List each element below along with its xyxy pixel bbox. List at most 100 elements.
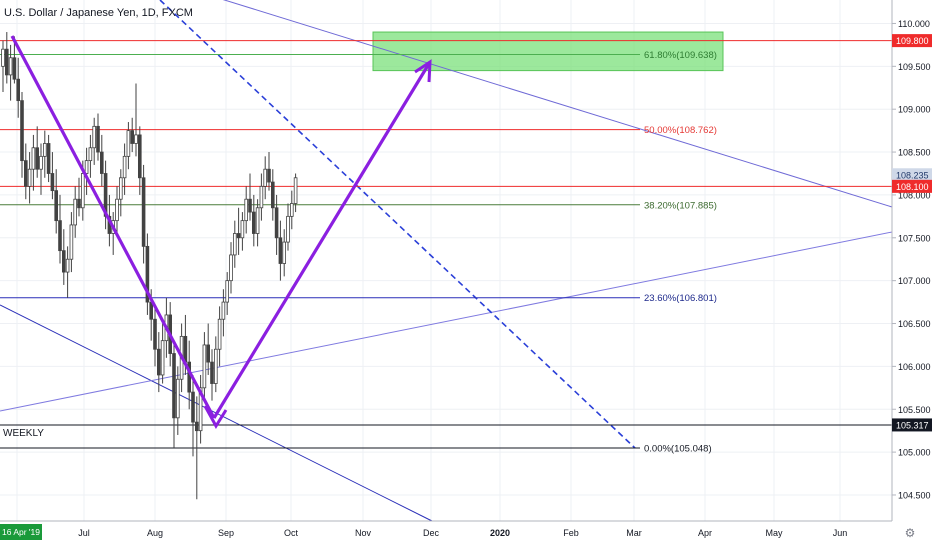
- downtrend-arrow-head: [203, 405, 228, 429]
- candle-body: [69, 224, 74, 260]
- candle-body: [20, 100, 24, 162]
- time-axis-label: Sep: [218, 528, 234, 538]
- time-axis-label: Apr: [698, 528, 712, 538]
- price-axis-label: 109.000: [898, 105, 931, 115]
- price-axis-label: 105.000: [898, 448, 931, 458]
- candle-body: [251, 211, 256, 234]
- candle-body: [27, 168, 32, 187]
- price-axis-label: 106.000: [898, 362, 931, 372]
- fib-label-layer: 61.80%(109.638) 50.00%(108.762) 38.20%(107…: [644, 50, 717, 455]
- weekly-level-label: WEEKLY: [3, 428, 44, 439]
- candle-body: [232, 233, 237, 256]
- candle-body: [126, 130, 131, 157]
- uptrend-arrow[interactable]: [212, 61, 432, 419]
- candle-body: [137, 134, 142, 179]
- candle-body: [175, 378, 180, 419]
- time-axis-label: 2020: [490, 528, 510, 538]
- candle-body: [225, 280, 230, 303]
- time-axis-background: [0, 521, 932, 550]
- candle-body: [81, 173, 85, 209]
- candle-body: [202, 344, 207, 389]
- candle-body: [240, 220, 245, 239]
- candle-body: [46, 143, 51, 174]
- candle-body: [5, 48, 9, 76]
- price-tag: [892, 168, 932, 182]
- price-axis-label: 106.500: [898, 319, 931, 329]
- time-axis-label: Oct: [284, 528, 299, 538]
- descending-trendline-upper[interactable]: [160, 0, 893, 208]
- candle-body: [229, 254, 233, 282]
- candle-body: [217, 318, 222, 350]
- price-axis-label: 105.500: [898, 405, 931, 415]
- time-axis-label: Dec: [423, 528, 440, 538]
- price-tag-label: 108.100: [896, 182, 929, 192]
- candle-body: [12, 57, 17, 80]
- price-tag: [892, 418, 932, 432]
- candle-body: [156, 348, 161, 376]
- candle-body: [293, 177, 298, 204]
- price-axis-label: 108.500: [898, 148, 931, 158]
- fib-level-label: 61.80%(109.638): [644, 50, 717, 61]
- price-tag-label: 108.235: [896, 170, 929, 180]
- candle-body: [122, 155, 127, 179]
- candle-body: [244, 198, 249, 222]
- grid: [0, 0, 892, 521]
- candle-body: [23, 160, 28, 187]
- candle-body: [236, 233, 241, 239]
- candle-body: [77, 198, 81, 209]
- time-axis-label: Jul: [78, 528, 90, 538]
- candle-body: [96, 125, 100, 153]
- settings-gear-icon[interactable]: ⚙: [905, 526, 916, 540]
- fib-level-label: 38.20%(107.885): [644, 200, 717, 211]
- candle-body: [115, 198, 119, 222]
- candle-body: [248, 198, 252, 213]
- candle-body: [92, 125, 97, 149]
- candle-body: [206, 344, 211, 363]
- price-axis-label: 109.500: [898, 62, 931, 72]
- candle-body: [62, 250, 66, 273]
- fib-level-label: 50.00%(108.762): [644, 125, 717, 136]
- candle-body: [149, 301, 154, 320]
- price-tag: [892, 179, 932, 193]
- price-tag: [892, 34, 932, 48]
- candle-body: [221, 301, 226, 320]
- dashed-projection-line[interactable]: [159, 0, 636, 449]
- fib-level-label: 0.00%(105.048): [644, 444, 712, 455]
- price-axis-label: 107.000: [898, 276, 931, 286]
- candle-body: [100, 151, 104, 174]
- candle-body: [191, 391, 195, 423]
- candle-body: [194, 421, 199, 432]
- candle-body: [8, 57, 13, 76]
- time-axis-label: Aug: [147, 528, 163, 538]
- candle-body: [153, 318, 157, 350]
- candle-body: [213, 348, 218, 384]
- time-axis-label: 16 Apr '19: [2, 527, 40, 537]
- time-axis-label: Jun: [833, 528, 848, 538]
- candle-body: [134, 134, 138, 144]
- candle-body: [145, 245, 150, 303]
- candle-body: [73, 198, 78, 226]
- plot-background: [0, 0, 892, 521]
- time-axis-label: Feb: [563, 528, 579, 538]
- downtrend-arrow[interactable]: [10, 35, 216, 419]
- candle-body: [274, 207, 279, 239]
- time-axis-label: Mar: [626, 528, 642, 538]
- candle-body: [183, 335, 188, 363]
- candle-body: [130, 130, 135, 144]
- candle-body: [119, 177, 123, 200]
- candle-body: [267, 168, 271, 183]
- candle-body: [31, 147, 36, 170]
- price-axis-label: 110.000: [898, 19, 930, 29]
- ascending-trendline[interactable]: [0, 231, 893, 412]
- price-tag-label: 105.317: [896, 420, 929, 430]
- uptrend-arrow-head: [414, 59, 432, 83]
- candle-body: [278, 237, 283, 264]
- candle-body: [172, 353, 176, 419]
- time-axis-label: May: [765, 528, 783, 538]
- arrow-layer: [10, 35, 432, 429]
- candle-body: [43, 143, 47, 157]
- horizontal-line-layer: WEEKLY: [0, 40, 892, 449]
- price-tag-label: 109.800: [896, 36, 929, 46]
